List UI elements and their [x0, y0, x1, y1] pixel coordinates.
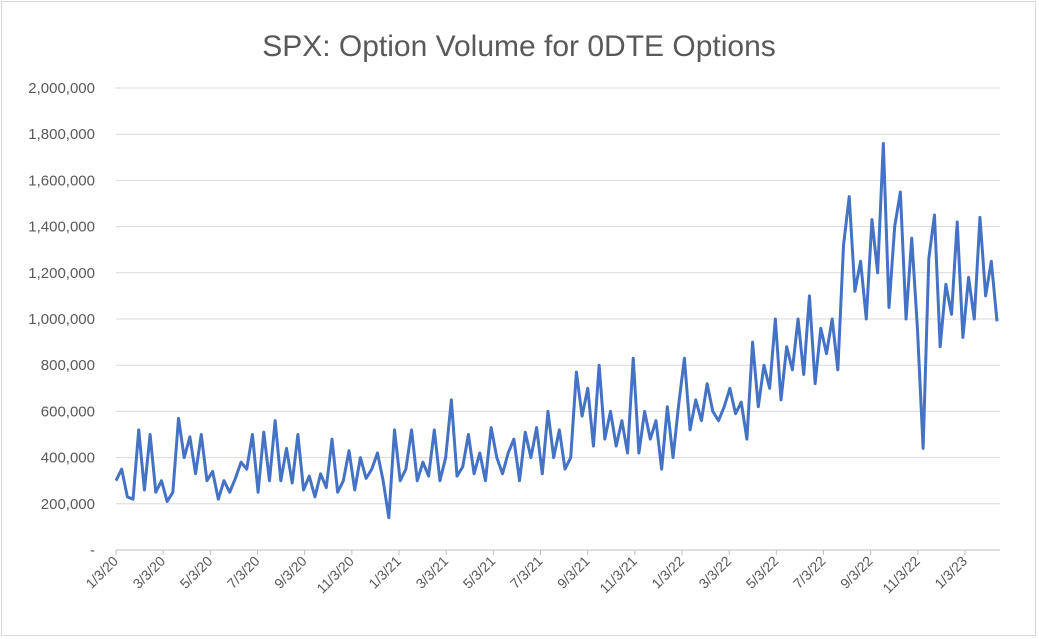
x-tick-label: 5/3/20: [177, 553, 216, 592]
x-tick-label: 7/3/20: [224, 553, 263, 592]
x-tick-label: 1/3/22: [648, 553, 687, 592]
y-tick-label: 600,000: [41, 403, 95, 420]
x-tick-label: 11/3/22: [879, 553, 923, 597]
x-tick-label: 7/3/22: [790, 553, 829, 592]
y-tick-label: -: [90, 542, 95, 559]
x-tick-label: 3/3/22: [695, 553, 734, 592]
y-tick-label: 800,000: [41, 357, 95, 374]
y-tick-label: 1,400,000: [28, 219, 95, 236]
y-tick-label: 1,800,000: [28, 126, 95, 143]
x-tick-label: 9/3/21: [554, 553, 593, 592]
x-tick-label: 11/3/20: [313, 553, 357, 597]
series-line: [114, 141, 999, 520]
x-tick-label: 1/3/21: [365, 553, 404, 592]
chart-title: SPX: Option Volume for 0DTE Options: [262, 30, 776, 63]
x-tick-label: 5/3/21: [460, 553, 499, 592]
x-tick-label: 1/3/20: [82, 553, 121, 592]
x-tick-label: 1/3/23: [931, 553, 970, 592]
x-tick-label: 5/3/22: [743, 553, 782, 592]
x-tick-label: 11/3/21: [596, 553, 640, 597]
series-group: [114, 141, 999, 520]
y-tick-label: 200,000: [41, 496, 95, 513]
y-tick-label: 2,000,000: [28, 80, 95, 97]
y-tick-label: 400,000: [41, 450, 95, 467]
y-tick-label: 1,000,000: [28, 311, 95, 328]
x-tick-label: 7/3/21: [507, 553, 546, 592]
y-axis-labels: - 200,000 400,000 600,000 800,000 1,000,000 1,…: [28, 80, 95, 559]
x-tick-label: 9/3/22: [837, 553, 876, 592]
y-tick-label: 1,600,000: [28, 172, 95, 189]
gridlines: [115, 87, 1000, 555]
x-axis-labels: 1/3/20 3/3/20 5/3/20 7/3/20 9/3/20 11/3/20 1/3…: [82, 553, 970, 597]
x-tick-label: 9/3/20: [271, 553, 310, 592]
x-tick-label: 3/3/20: [129, 553, 168, 592]
y-tick-label: 1,200,000: [28, 265, 95, 282]
x-tick-label: 3/3/21: [412, 553, 451, 592]
